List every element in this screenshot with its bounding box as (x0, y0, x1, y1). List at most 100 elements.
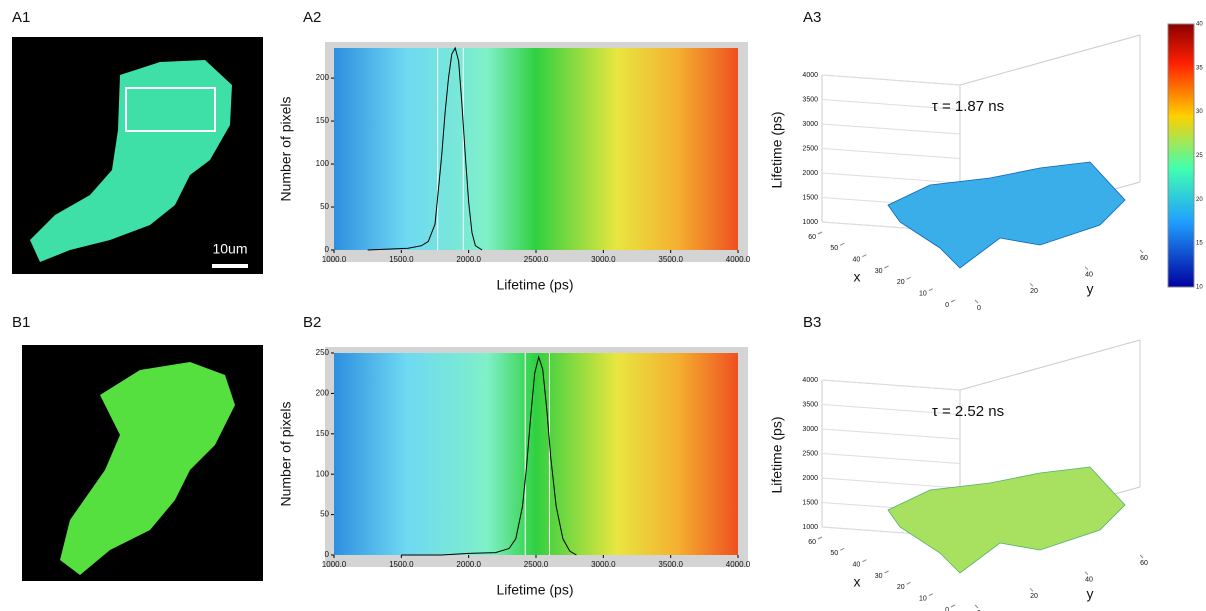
y-tick-label: 0 (325, 245, 330, 254)
panel-label: A1 (12, 9, 30, 26)
colorbar-tick-label: 15 (1196, 241, 1203, 247)
histogram-line (367, 46, 483, 251)
x-tick-label: 50 (830, 245, 838, 252)
x-tick (950, 604, 956, 608)
y-tick (1139, 249, 1144, 254)
y-tick-label: 0 (977, 305, 981, 312)
grid-line (821, 428, 961, 440)
x-tick-label: 40 (853, 257, 861, 264)
panel-label: A3 (803, 9, 821, 26)
z-tick-label: 4000 (802, 377, 818, 384)
x-tick-label: 30 (875, 573, 883, 580)
grid-line (821, 148, 961, 159)
y-tick (1029, 587, 1034, 592)
grid-line (821, 99, 961, 110)
x-tick (839, 242, 845, 246)
x-axis-label: x (854, 269, 861, 285)
x-tick-label: 30 (875, 268, 883, 275)
x-tick (928, 593, 934, 597)
x-tick-label: 40 (853, 562, 861, 569)
x-tick (817, 231, 823, 235)
z-tick-label: 2500 (802, 145, 818, 152)
y-tick-label: 60 (1140, 560, 1148, 567)
grid-line (821, 379, 961, 391)
x-tick (839, 547, 845, 551)
z-tick-label: 3500 (802, 96, 818, 103)
x-tick-label: 3500.0 (658, 255, 683, 264)
panel-label: B1 (12, 314, 30, 331)
histogram-line (401, 355, 577, 556)
x-tick-label: 2500.0 (524, 560, 549, 569)
panel-label: B3 (803, 314, 821, 331)
x-tick-label: 3000.0 (591, 255, 616, 264)
y-tick (1029, 282, 1034, 287)
x-tick (906, 276, 911, 280)
z-tick-label: 1500 (802, 499, 818, 506)
colorbar-tick-label: 30 (1196, 109, 1203, 115)
z-tick-label: 3000 (802, 426, 818, 433)
z-axis-label: Lifetime (ps) (769, 416, 785, 493)
y-tick (974, 299, 979, 304)
x-tick (928, 288, 934, 292)
scale-bar-label: 10um (212, 241, 247, 257)
z-tick-label: 1000 (802, 524, 818, 531)
x-tick-label: 2000.0 (456, 255, 481, 264)
surface (887, 161, 1126, 269)
y-tick-label: 40 (1085, 577, 1093, 584)
y-tick (1139, 554, 1144, 559)
z-tick-label: 2000 (802, 170, 818, 177)
y-tick-label: 100 (316, 159, 330, 168)
y-tick-label: 200 (316, 73, 330, 82)
y-tick-label: 0 (325, 550, 330, 559)
x-tick-label: 20 (897, 279, 905, 286)
y-tick-label: 60 (1140, 255, 1148, 262)
z-tick-label: 1000 (802, 219, 818, 226)
y-tick-label: 250 (316, 348, 330, 357)
x-tick (862, 559, 867, 563)
y-axis-label: Number of pixels (278, 401, 294, 506)
z-tick-label: 3000 (802, 121, 818, 128)
x-tick-label: 1500.0 (389, 255, 414, 264)
x-tick (862, 254, 867, 258)
y-tick (1084, 571, 1089, 576)
x-tick-label: 0 (945, 302, 949, 309)
x-tick-label: 3000.0 (591, 560, 616, 569)
y-axis-label: Number of pixels (278, 96, 294, 201)
x-tick-label: 2500.0 (524, 255, 549, 264)
grid-line (821, 172, 961, 184)
x-tick-label: 10 (919, 291, 927, 298)
z-tick-label: 2500 (802, 450, 818, 457)
x-tick (950, 299, 956, 303)
x-axis-label: x (854, 574, 861, 590)
y-axis-label: y (1087, 281, 1094, 297)
z-tick-label: 1500 (802, 194, 818, 201)
colorbar-tick-label: 25 (1196, 153, 1203, 159)
colorbar (1167, 23, 1195, 288)
plot-area (334, 353, 738, 555)
y-tick (974, 604, 979, 609)
x-tick-label: 60 (808, 234, 816, 241)
y-tick-label: 0 (977, 610, 981, 611)
grid-line (821, 453, 961, 464)
panel-label: B2 (303, 314, 321, 331)
z-axis-label: Lifetime (ps) (769, 111, 785, 188)
x-tick-label: 60 (808, 539, 816, 546)
colorbar-tick-label: 10 (1196, 285, 1203, 291)
y-tick (1084, 266, 1089, 271)
x-tick-label: 10 (919, 596, 927, 603)
y-tick-label: 200 (316, 389, 330, 398)
x-axis-label: Lifetime (ps) (496, 582, 573, 598)
y-axis-label: y (1087, 586, 1094, 602)
x-tick-label: 50 (830, 550, 838, 557)
x-tick-label: 4000.0 (726, 255, 751, 264)
y-tick-label: 20 (1030, 593, 1038, 600)
image-a1 (12, 37, 263, 274)
x-tick-label: 1500.0 (389, 560, 414, 569)
image-b1 (22, 345, 263, 581)
y-tick-label: 150 (316, 116, 330, 125)
y-tick-label: 50 (320, 202, 329, 211)
x-tick-label: 0 (945, 607, 949, 611)
panel-label: A2 (303, 9, 321, 26)
x-tick-label: 1000.0 (322, 255, 347, 264)
